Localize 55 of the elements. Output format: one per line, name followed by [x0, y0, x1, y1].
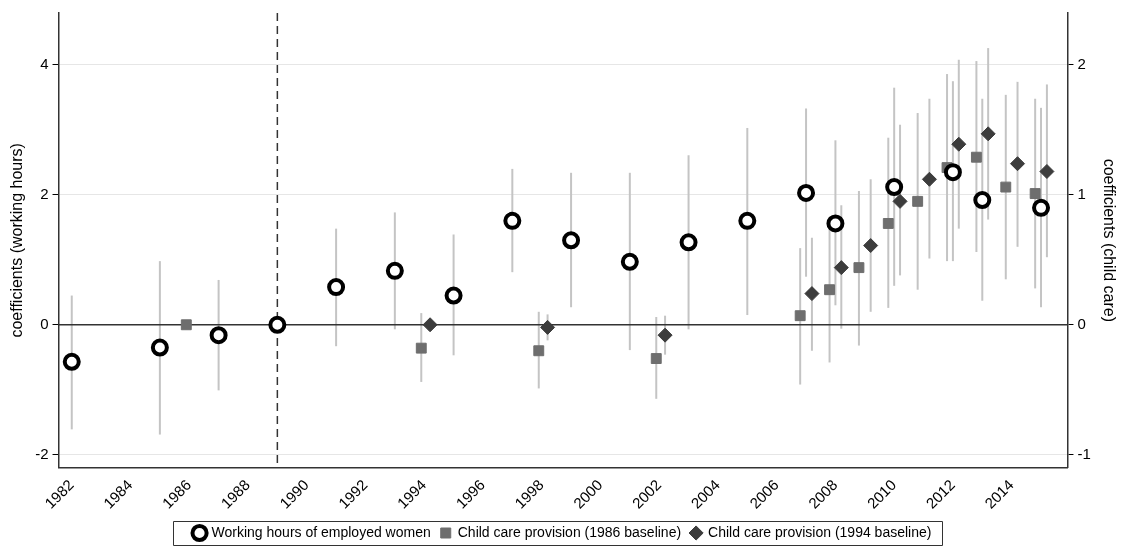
y-tick-label: 4: [40, 55, 49, 73]
point: [970, 151, 982, 163]
point: [980, 126, 996, 142]
y2-tick-label: 2: [1077, 55, 1086, 73]
y-tick-label: -2: [35, 444, 49, 462]
point: [503, 211, 522, 230]
y2-tick-label: 0: [1077, 314, 1086, 332]
y2-tick-label: 1: [1077, 185, 1086, 203]
legend-label: Child care provision (1986 baseline): [457, 523, 682, 540]
point: [620, 252, 639, 271]
point: [804, 286, 820, 302]
point: [444, 286, 463, 305]
point: [1010, 156, 1026, 172]
point: [679, 233, 698, 252]
point: [533, 345, 545, 357]
point: [62, 352, 81, 371]
point: [797, 183, 816, 202]
point: [882, 218, 894, 229]
point: [385, 261, 404, 280]
point: [738, 211, 757, 230]
point: [415, 342, 427, 354]
point: [912, 195, 924, 207]
point: [268, 315, 287, 334]
point: [650, 353, 662, 364]
y-tick-label: 2: [40, 185, 49, 203]
point: [562, 231, 581, 250]
point: [1032, 198, 1051, 217]
point: [657, 327, 673, 343]
point: [824, 284, 835, 296]
point: [853, 262, 865, 274]
point: [921, 171, 937, 187]
legend-label: Working hours of employed women: [211, 523, 431, 540]
point: [951, 136, 967, 152]
point: [833, 260, 849, 276]
point: [209, 326, 228, 345]
y-tick-label: 0: [40, 314, 49, 332]
point: [885, 178, 904, 197]
y2-tick-label: -1: [1077, 444, 1091, 462]
point: [1000, 181, 1012, 193]
point: [863, 238, 879, 254]
point: [422, 317, 438, 333]
point: [1029, 188, 1041, 200]
point: [180, 319, 192, 331]
point: [327, 278, 346, 297]
y2-axis-title: coefficients (child care): [1100, 158, 1118, 322]
y-axis-title: coefficients (working hours): [8, 143, 26, 338]
legend-label: Child care provision (1994 baseline): [708, 523, 932, 540]
point: [826, 214, 845, 233]
point: [150, 338, 169, 357]
point: [973, 191, 992, 210]
point: [892, 193, 908, 209]
point: [540, 319, 556, 335]
point: [943, 163, 962, 182]
point: [794, 310, 806, 322]
point: [1039, 163, 1055, 179]
